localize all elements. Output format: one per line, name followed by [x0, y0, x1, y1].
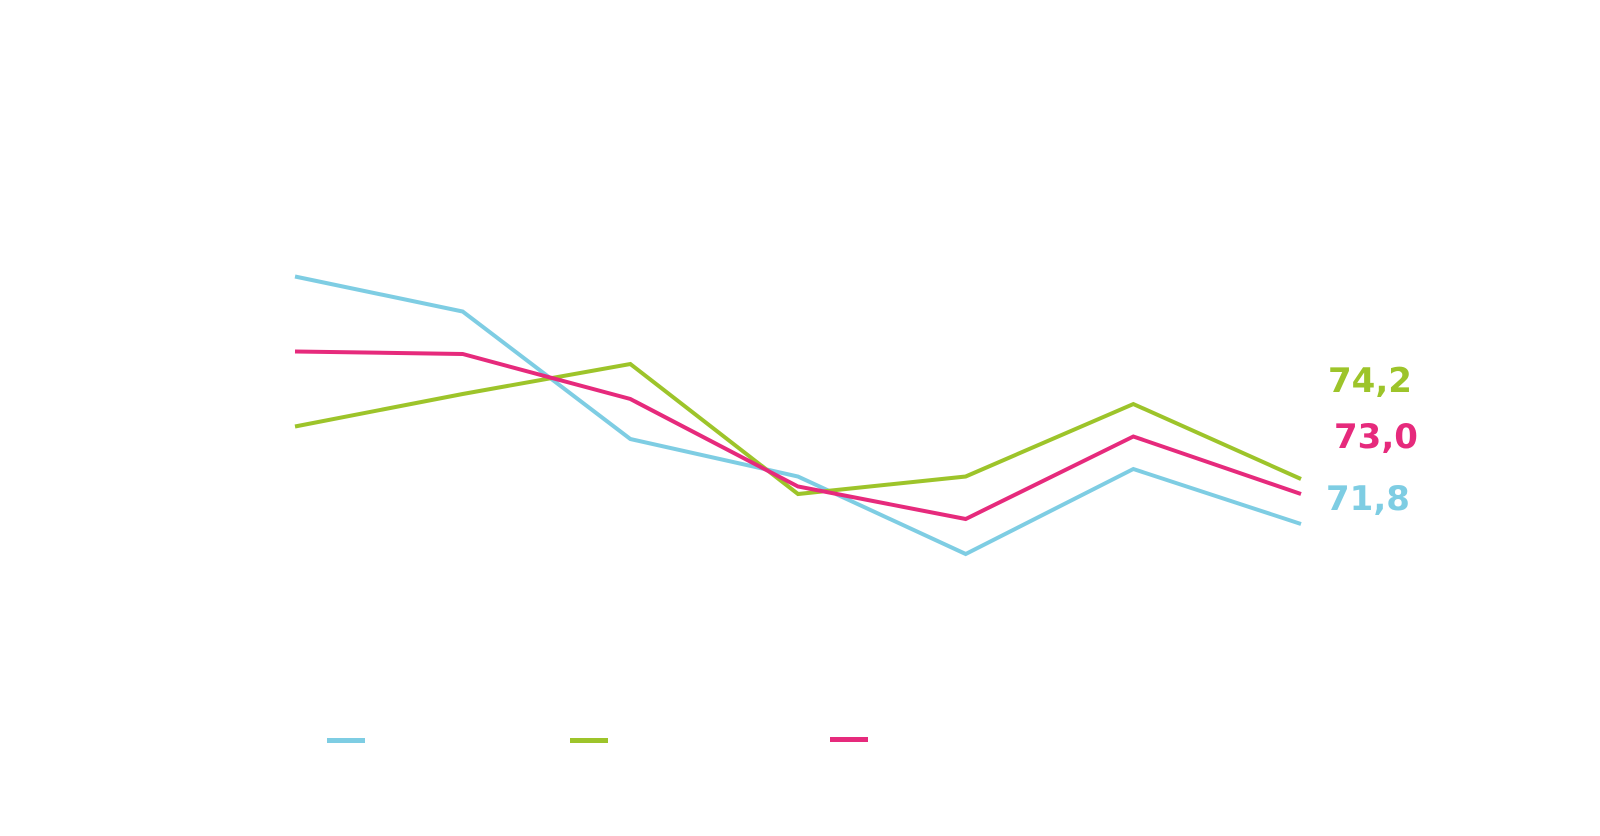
legend-swatch-2 [830, 737, 868, 742]
end-value-label-2: 73,0 [1334, 417, 1418, 457]
legend-swatch-0 [327, 738, 365, 743]
series-line-0 [294, 274, 1302, 557]
end-value-label-1: 74,2 [1328, 361, 1412, 401]
end-value-label-0: 71,8 [1326, 479, 1410, 519]
series-line-1 [294, 361, 1302, 497]
series-line-2 [294, 349, 1302, 522]
legend-swatch-1 [570, 738, 608, 743]
